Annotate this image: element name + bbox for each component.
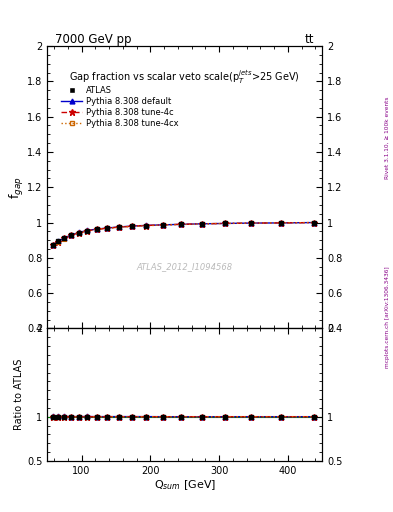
Pythia 8.308 tune-4c (200, 221, 204, 227)
Pythia 8.308 default (50, 242, 55, 248)
Y-axis label: f$_{gap}$: f$_{gap}$ (7, 176, 26, 199)
Pythia 8.308 tune-4c (85, 228, 90, 234)
Pythia 8.308 tune-4c (312, 220, 316, 226)
Pythia 8.308 default (105, 225, 109, 231)
Line: Pythia 8.308 default: Pythia 8.308 default (50, 220, 316, 247)
Pythia 8.308 default (200, 221, 204, 227)
Pythia 8.308 tune-4c (69, 232, 73, 238)
Pythia 8.308 default (56, 238, 61, 244)
Pythia 8.308 tune-4cx (94, 226, 99, 232)
Pythia 8.308 tune-4cx (160, 222, 165, 228)
Pythia 8.308 tune-4c (179, 221, 184, 227)
Pythia 8.308 default (160, 222, 165, 228)
Pythia 8.308 tune-4c (62, 236, 67, 242)
Text: Gap fraction vs scalar veto scale(p$_T^{jets}$>25 GeV): Gap fraction vs scalar veto scale(p$_T^{… (69, 69, 300, 87)
Text: Rivet 3.1.10, ≥ 100k events: Rivet 3.1.10, ≥ 100k events (385, 97, 389, 180)
Pythia 8.308 tune-4cx (105, 225, 109, 231)
Pythia 8.308 tune-4cx (200, 221, 204, 227)
Pythia 8.308 tune-4cx (116, 224, 121, 230)
Pythia 8.308 tune-4cx (312, 220, 316, 226)
Text: 7000 GeV pp: 7000 GeV pp (55, 33, 132, 46)
Pythia 8.308 tune-4c (160, 222, 165, 228)
Pythia 8.308 tune-4cx (62, 236, 67, 242)
Text: tt: tt (305, 33, 314, 46)
Pythia 8.308 default (279, 220, 283, 226)
Pythia 8.308 default (69, 232, 73, 238)
Pythia 8.308 default (144, 222, 149, 228)
Pythia 8.308 tune-4c (105, 225, 109, 231)
Line: Pythia 8.308 tune-4cx: Pythia 8.308 tune-4cx (50, 220, 316, 248)
Pythia 8.308 tune-4c (144, 223, 149, 229)
Y-axis label: Ratio to ATLAS: Ratio to ATLAS (14, 359, 24, 430)
Pythia 8.308 tune-4c (50, 242, 55, 248)
Pythia 8.308 tune-4cx (249, 220, 254, 226)
Pythia 8.308 default (85, 227, 90, 233)
Pythia 8.308 tune-4cx (50, 242, 55, 248)
Pythia 8.308 default (62, 235, 67, 241)
Pythia 8.308 tune-4c (56, 239, 61, 245)
Pythia 8.308 default (223, 220, 228, 226)
Pythia 8.308 tune-4c (249, 220, 254, 226)
Text: ATLAS_2012_I1094568: ATLAS_2012_I1094568 (137, 262, 233, 271)
Pythia 8.308 tune-4cx (85, 228, 90, 234)
Pythia 8.308 default (179, 221, 184, 227)
Pythia 8.308 tune-4c (279, 220, 283, 226)
Pythia 8.308 tune-4cx (129, 223, 134, 229)
Pythia 8.308 tune-4c (76, 230, 81, 236)
Pythia 8.308 default (249, 220, 254, 226)
Pythia 8.308 default (129, 223, 134, 229)
Legend: ATLAS, Pythia 8.308 default, Pythia 8.308 tune-4c, Pythia 8.308 tune-4cx: ATLAS, Pythia 8.308 default, Pythia 8.30… (60, 84, 180, 130)
Pythia 8.308 tune-4cx (69, 232, 73, 239)
Pythia 8.308 default (116, 224, 121, 230)
Pythia 8.308 default (76, 229, 81, 236)
Pythia 8.308 default (94, 226, 99, 232)
Pythia 8.308 tune-4cx (279, 220, 283, 226)
Pythia 8.308 tune-4cx (56, 239, 61, 245)
Line: Pythia 8.308 tune-4c: Pythia 8.308 tune-4c (49, 219, 318, 249)
Pythia 8.308 default (312, 220, 316, 226)
Text: mcplots.cern.ch [arXiv:1306.3436]: mcplots.cern.ch [arXiv:1306.3436] (385, 267, 389, 368)
Pythia 8.308 tune-4cx (144, 223, 149, 229)
Pythia 8.308 tune-4c (94, 226, 99, 232)
Pythia 8.308 tune-4c (116, 224, 121, 230)
Pythia 8.308 tune-4cx (76, 230, 81, 236)
Pythia 8.308 tune-4c (223, 220, 228, 226)
Pythia 8.308 tune-4cx (223, 220, 228, 226)
Pythia 8.308 tune-4cx (179, 221, 184, 227)
X-axis label: Q$_{sum}$ [GeV]: Q$_{sum}$ [GeV] (154, 478, 216, 492)
Pythia 8.308 tune-4c (129, 223, 134, 229)
